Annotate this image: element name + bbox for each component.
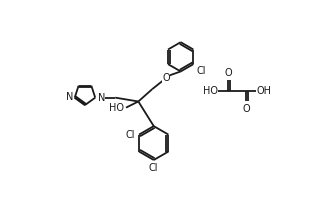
Text: O: O xyxy=(242,104,250,114)
Text: N: N xyxy=(98,93,105,103)
Text: Cl: Cl xyxy=(197,67,206,76)
Text: O: O xyxy=(225,68,232,78)
Text: O: O xyxy=(162,73,170,83)
Text: Cl: Cl xyxy=(126,130,135,140)
Text: N: N xyxy=(66,92,73,102)
Text: OH: OH xyxy=(257,86,272,96)
Text: HO: HO xyxy=(110,103,124,113)
Text: HO: HO xyxy=(203,86,218,96)
Text: Cl: Cl xyxy=(149,163,158,173)
